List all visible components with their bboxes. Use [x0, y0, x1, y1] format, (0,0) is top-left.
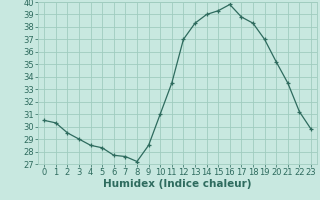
X-axis label: Humidex (Indice chaleur): Humidex (Indice chaleur)	[103, 179, 252, 189]
